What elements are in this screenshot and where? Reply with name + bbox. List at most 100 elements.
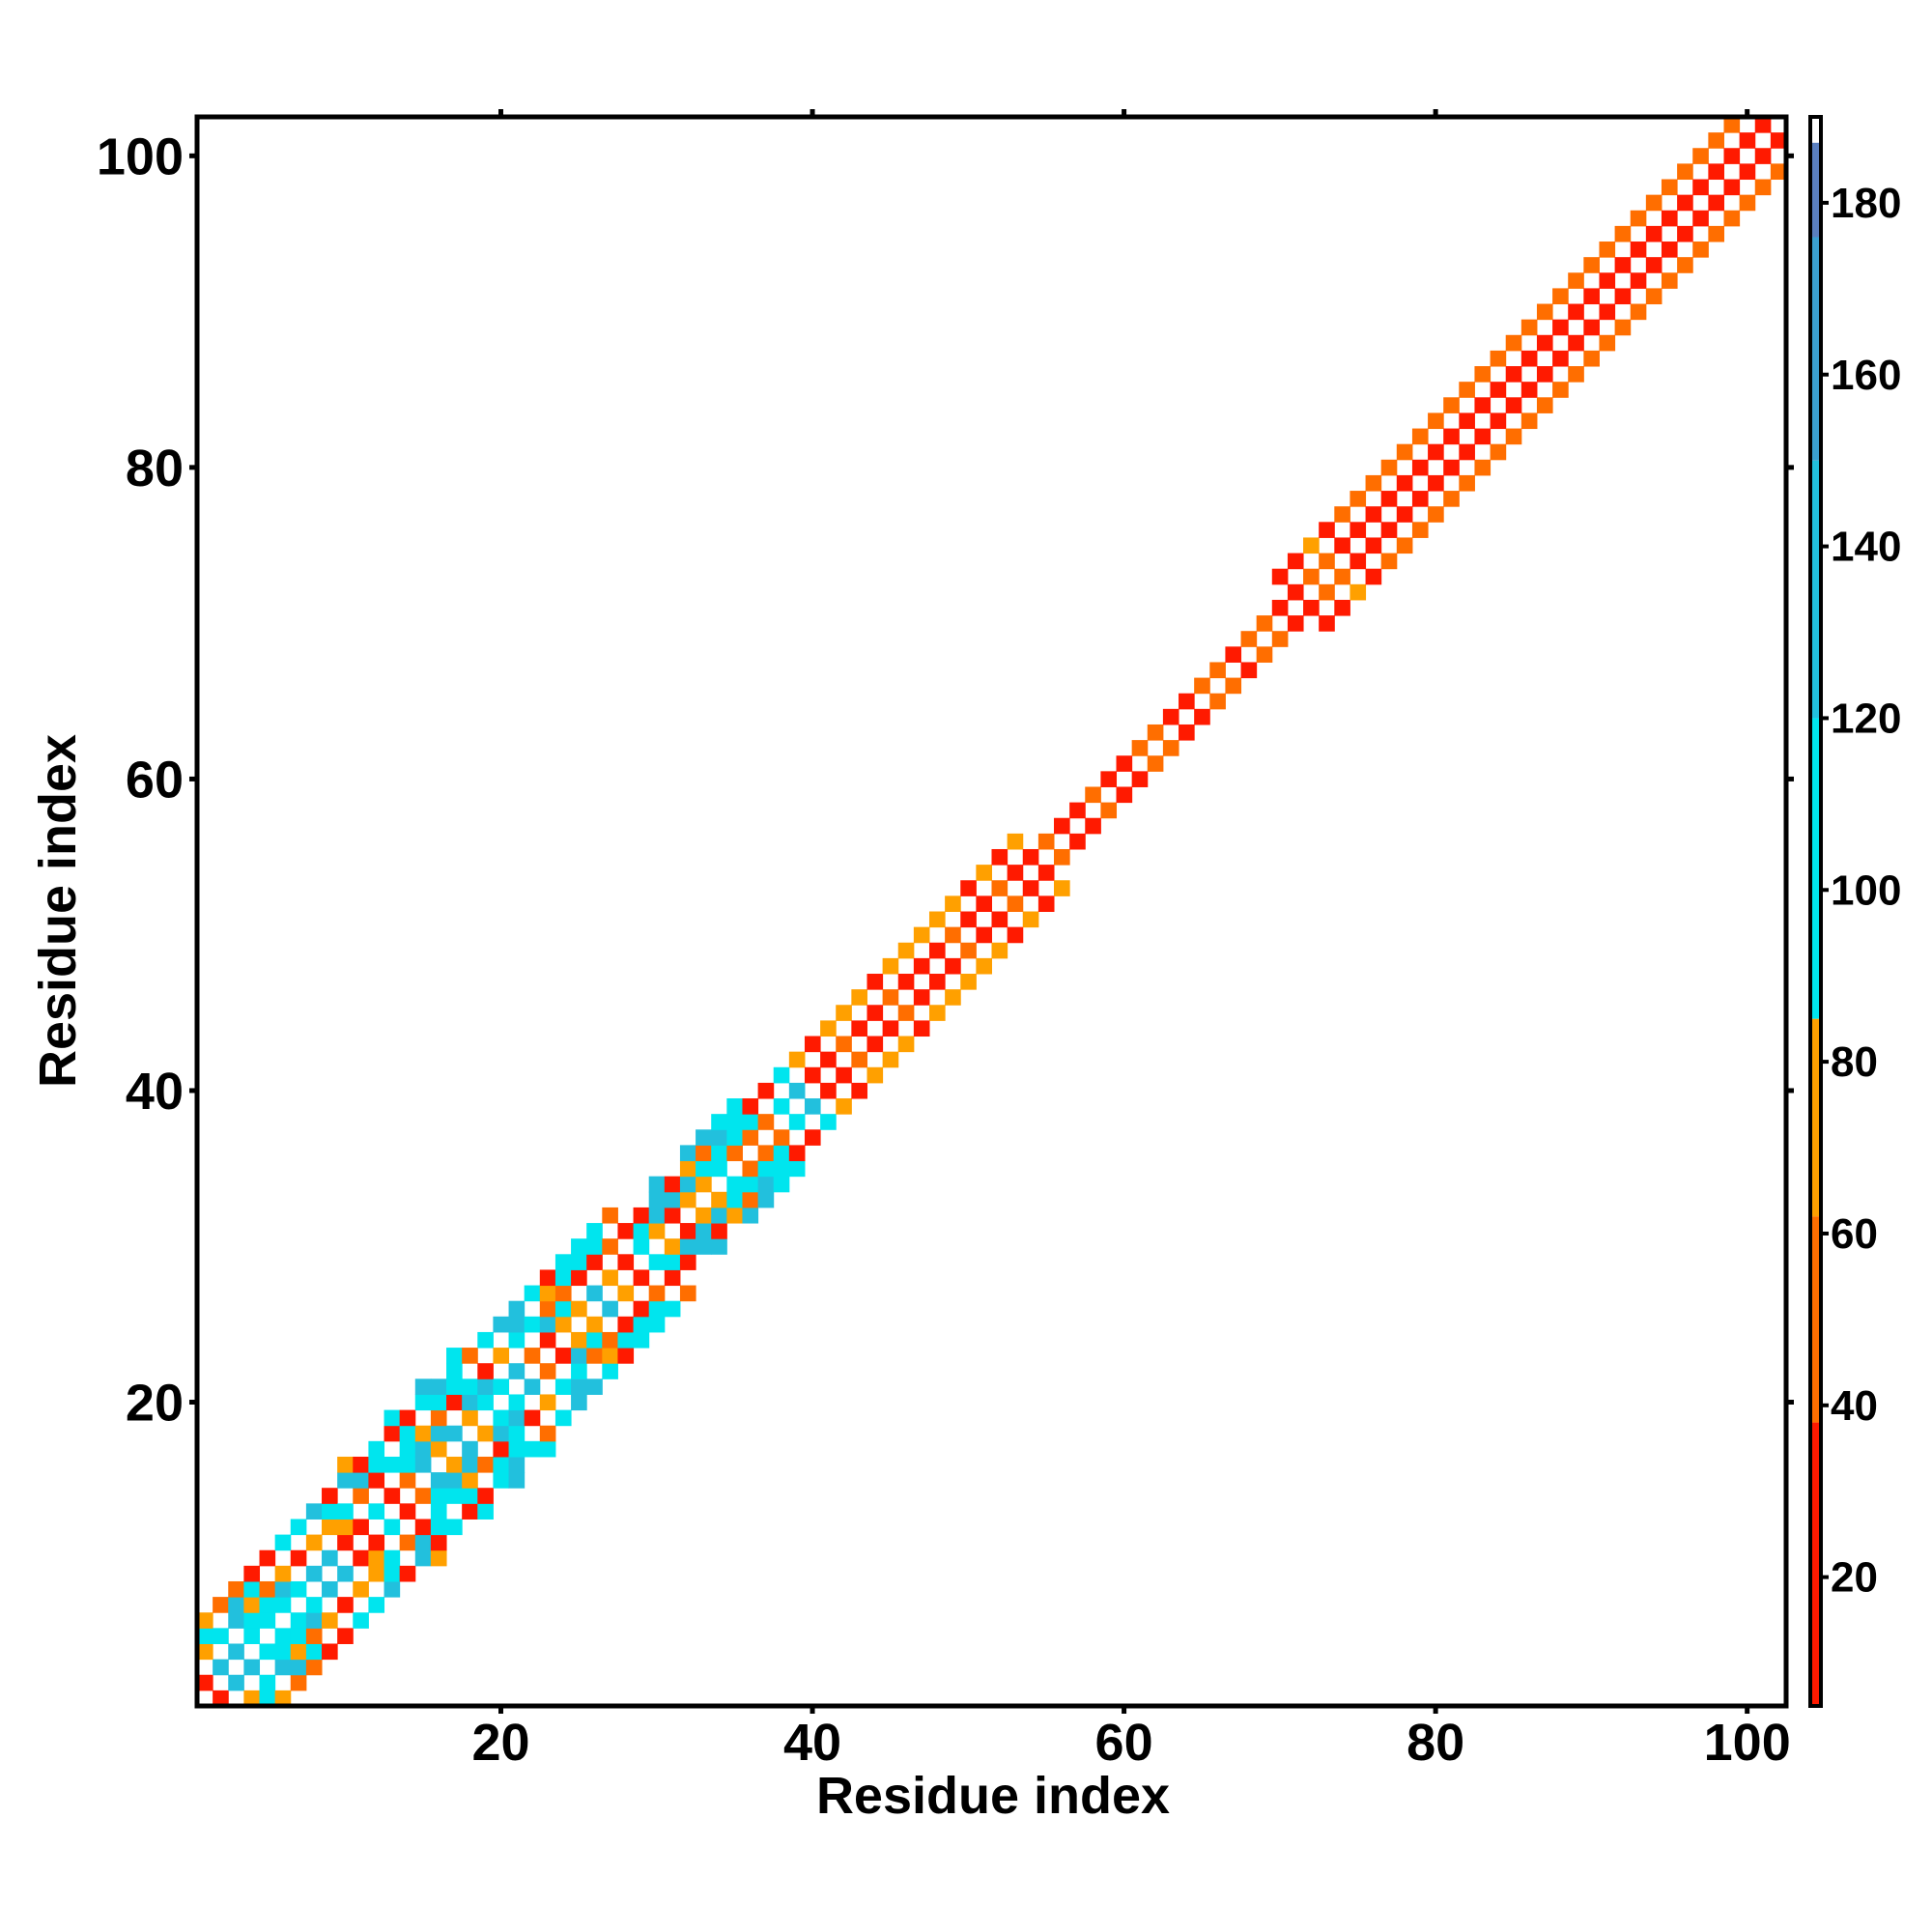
heatmap-cell [804, 1098, 821, 1115]
heatmap-cell [1350, 522, 1367, 538]
heatmap-cell [836, 1005, 852, 1021]
heatmap-cell [867, 1066, 884, 1084]
heatmap-cell [913, 957, 930, 975]
heatmap-cell [882, 1051, 899, 1068]
heatmap-cell [399, 1440, 416, 1458]
heatmap-cell [274, 1597, 292, 1613]
heatmap-cell [353, 1549, 369, 1567]
heatmap-cell [446, 1488, 463, 1504]
heatmap-cell [1209, 662, 1226, 679]
heatmap-cell [1240, 662, 1258, 679]
heatmap-cell [788, 1114, 806, 1130]
heatmap-cell [462, 1409, 478, 1427]
heatmap-cell [648, 1207, 666, 1224]
heatmap-cell [1474, 397, 1492, 413]
heatmap-cell [648, 1254, 666, 1270]
plot-frame [194, 114, 1789, 1709]
x-tick-label: 100 [1704, 1714, 1791, 1772]
heatmap-cell [353, 1580, 369, 1598]
heatmap-cell [711, 1160, 727, 1178]
heatmap-cell [1116, 786, 1133, 804]
heatmap-cell [1396, 506, 1413, 523]
heatmap-cell [602, 1363, 618, 1379]
heatmap-cell [477, 1488, 494, 1504]
heatmap-cell [586, 1378, 603, 1395]
heatmap-cell [1583, 350, 1600, 367]
heatmap-cell [664, 1300, 681, 1318]
heatmap-cell [1334, 599, 1350, 616]
heatmap-cell [337, 1534, 354, 1551]
heatmap-cell [1396, 443, 1413, 461]
heatmap-cell [1350, 583, 1367, 601]
heatmap-cell [1739, 163, 1756, 181]
heatmap-cell [945, 989, 961, 1006]
heatmap-cell [1411, 428, 1429, 445]
heatmap-cell [1069, 802, 1086, 819]
heatmap-cell [897, 1005, 915, 1021]
heatmap-cell [788, 1051, 806, 1068]
heatmap-cell [508, 1316, 526, 1333]
heatmap-cell [305, 1534, 323, 1551]
heatmap-cell [571, 1269, 587, 1287]
heatmap-cell [290, 1628, 307, 1644]
heatmap-cell [1022, 848, 1039, 866]
heatmap-cell [571, 1238, 587, 1255]
heatmap-cell [711, 1223, 727, 1239]
heatmap-cell [571, 1300, 587, 1318]
heatmap-cell [711, 1129, 727, 1146]
colorbar-segment [1810, 1422, 1821, 1706]
heatmap-cell [1723, 148, 1741, 164]
heatmap-cell [913, 926, 930, 944]
heatmap-cell [337, 1503, 354, 1520]
heatmap-cell [960, 942, 977, 959]
heatmap-cell [539, 1285, 556, 1302]
heatmap-cell [1319, 522, 1335, 538]
heatmap-cell [1256, 615, 1273, 632]
heatmap-cell [337, 1519, 354, 1536]
heatmap-cell [1380, 522, 1398, 538]
heatmap-cell [820, 1114, 837, 1130]
heatmap-cell [368, 1549, 385, 1567]
heatmap-cell [882, 989, 899, 1006]
heatmap-cell [1505, 334, 1522, 352]
heatmap-cell [1007, 833, 1024, 850]
heatmap-cell [648, 1176, 666, 1193]
heatmap-cell [602, 1238, 618, 1255]
heatmap-cell [726, 1098, 743, 1115]
heatmap-cell [1334, 568, 1350, 585]
heatmap-cell [757, 1145, 775, 1162]
heatmap-cell [462, 1503, 478, 1520]
heatmap-cell [493, 1316, 510, 1333]
heatmap-cell [664, 1176, 681, 1193]
heatmap-cell [1054, 848, 1070, 866]
heatmap-cell [197, 1628, 213, 1644]
heatmap-cell [1552, 288, 1569, 305]
heatmap-cell [1319, 583, 1335, 601]
heatmap-cell [399, 1456, 416, 1473]
heatmap-cell [679, 1223, 696, 1239]
heatmap-cell [353, 1472, 369, 1489]
heatmap-cell [197, 1612, 213, 1629]
heatmap-cell [726, 1114, 743, 1130]
heatmap-cell [554, 1300, 572, 1318]
heatmap-cell [337, 1597, 354, 1613]
heatmap-cell [539, 1269, 556, 1287]
heatmap-cell [1583, 288, 1600, 305]
heatmap-cell [633, 1269, 650, 1287]
x-tick-label: 80 [1406, 1714, 1464, 1772]
heatmap-cell [1459, 382, 1475, 398]
heatmap-cell [836, 1066, 852, 1084]
heatmap-cell [773, 1160, 790, 1178]
heatmap-cell [274, 1534, 292, 1551]
heatmap-cell [696, 1160, 712, 1178]
heatmap-cell [259, 1674, 276, 1691]
heatmap-cell [1131, 771, 1149, 787]
heatmap-cell [1677, 257, 1693, 273]
heatmap-cell [414, 1488, 432, 1504]
heatmap-cell [305, 1565, 323, 1582]
heatmap-cell [1708, 194, 1724, 212]
heatmap-cell [446, 1378, 463, 1395]
heatmap-cell [742, 1160, 759, 1178]
y-tick-label: 20 [126, 1375, 184, 1433]
heatmap-cell [913, 989, 930, 1006]
